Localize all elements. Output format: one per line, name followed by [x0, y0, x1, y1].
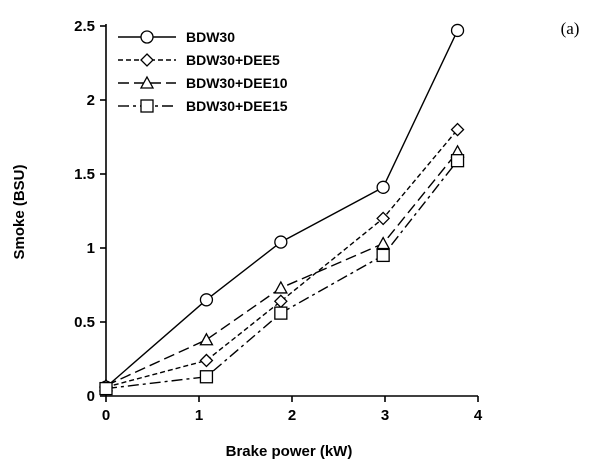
data-point — [274, 306, 288, 320]
data-point — [199, 332, 214, 346]
series-line — [105, 151, 459, 387]
legend: BDW30 BDW30+DEE5 BDW30+DEE10 BDW30+DEE15 — [118, 29, 288, 114]
y-tick-label: 2 — [87, 92, 95, 109]
series-line — [105, 129, 459, 388]
data-point — [199, 370, 214, 384]
data-point — [199, 353, 214, 368]
data-point — [199, 293, 214, 307]
y-tick-label: 2.5 — [74, 18, 95, 35]
series-group — [98, 23, 465, 396]
data-point — [450, 154, 465, 168]
series-line — [105, 160, 459, 390]
y-axis-title: Smoke (BSU) — [11, 164, 28, 259]
data-point — [450, 122, 465, 137]
series-bdw30-dee15 — [99, 154, 465, 396]
axes — [105, 24, 478, 397]
series-bdw30-dee10 — [98, 144, 465, 392]
x-axis-title: Brake power (kW) — [226, 443, 353, 460]
legend-marker — [140, 30, 154, 44]
legend-label: BDW30+DEE5 — [186, 52, 280, 68]
x-tick-label: 4 — [474, 407, 483, 424]
legend-label: BDW30+DEE15 — [186, 98, 288, 114]
legend-entry: BDW30+DEE15 — [118, 98, 288, 114]
data-point — [376, 180, 390, 194]
data-point — [274, 235, 288, 249]
data-point — [273, 280, 288, 294]
legend-entry: BDW30+DEE10 — [118, 75, 288, 91]
y-tick-label: 1 — [87, 240, 95, 257]
y-tick-label: 1.5 — [74, 166, 95, 183]
x-tick-label: 0 — [102, 407, 110, 424]
data-point — [376, 211, 391, 226]
legend-marker — [140, 99, 154, 113]
legend-entry: BDW30+DEE5 — [118, 52, 280, 68]
data-point — [376, 236, 391, 250]
legend-label: BDW30+DEE10 — [186, 75, 288, 91]
panel-label: (a) — [561, 19, 580, 38]
legend-marker — [140, 53, 154, 67]
x-tick-label: 1 — [195, 407, 203, 424]
y-tick-label: 0 — [87, 388, 95, 405]
x-tick-label: 2 — [288, 407, 296, 424]
legend-marker — [139, 75, 155, 89]
legend-label: BDW30 — [186, 29, 235, 45]
data-point — [450, 23, 465, 38]
legend-entry: BDW30 — [118, 29, 235, 45]
x-tick-label: 3 — [381, 407, 389, 424]
ticks: 0 1 2 3 4 0 0.5 1 1.5 2 2.5 — [74, 18, 483, 424]
series-bdw30-dee5 — [99, 122, 465, 395]
y-tick-label: 0.5 — [74, 314, 95, 331]
data-point — [99, 381, 113, 396]
data-point — [376, 248, 390, 263]
